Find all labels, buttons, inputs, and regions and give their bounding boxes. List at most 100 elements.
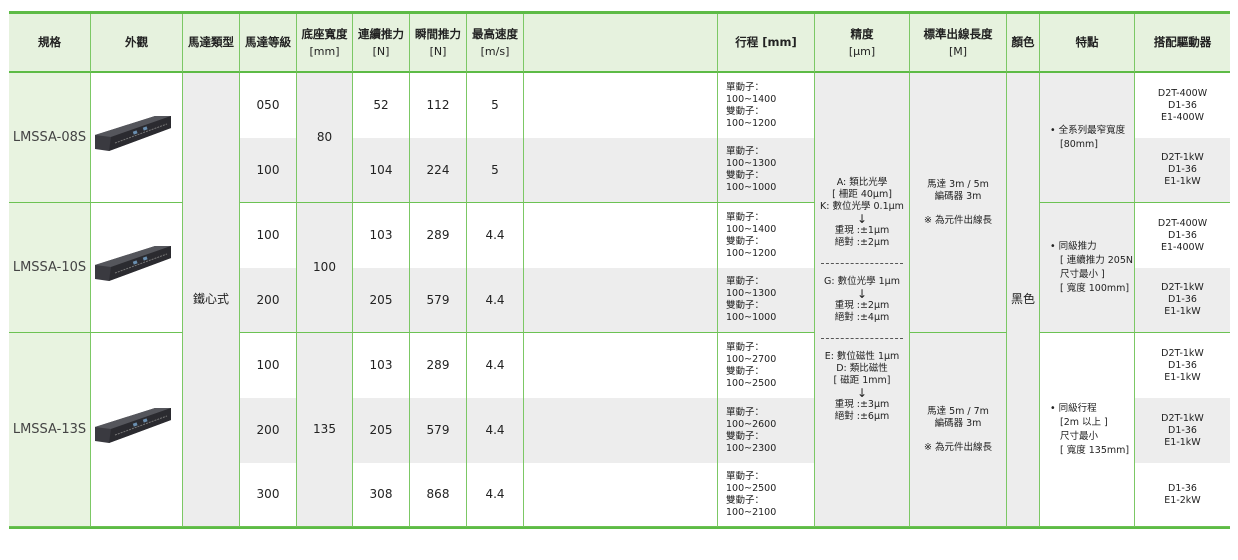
- header-cell: 馬達等級: [240, 14, 297, 73]
- stroke-cell: 單動子：100~1400 雙動子：100~1200: [718, 203, 815, 268]
- peak-force-cell: 224: [410, 138, 467, 203]
- peak-force-cell: 289: [410, 203, 467, 268]
- stroke-range: 單動子：100~2600: [726, 406, 777, 430]
- header-cell: 標準出線長度 [M]: [910, 14, 1007, 73]
- arrow-down-icon: ↓: [856, 385, 868, 400]
- feature-line: [2m 以上 ]: [1060, 416, 1108, 428]
- max-speed-cell: 4.4: [467, 463, 524, 527]
- header-label: 精度: [850, 26, 874, 41]
- motor-grade-cell: 200: [240, 268, 297, 333]
- precision-line: D: 類比磁性: [836, 362, 888, 374]
- continuous-force-cell: 205: [353, 268, 410, 333]
- stroke-range: 雙動子：100~1000: [726, 300, 777, 323]
- blank-cell: [524, 398, 718, 463]
- header-unit: [m/s]: [480, 44, 510, 58]
- driver-model: D2T-400W: [1157, 217, 1208, 229]
- continuous-force: 103: [369, 228, 393, 242]
- continuous-force: 103: [369, 358, 393, 372]
- stroke-range: 雙動子：100~1200: [726, 105, 777, 129]
- driver-model: E1-1kW: [1164, 306, 1201, 317]
- continuous-force-cell: 52: [353, 73, 410, 138]
- peak-force-cell: 868: [410, 463, 467, 527]
- header-cell: 外觀: [91, 14, 183, 73]
- product-image-cell: [91, 333, 183, 527]
- driver-model: D2T-1kW: [1161, 152, 1204, 163]
- motor-grade-cell: 200: [240, 398, 297, 463]
- motor-type: 鐵心式: [192, 292, 229, 306]
- peak-force: 289: [426, 228, 450, 242]
- continuous-force: 52: [373, 98, 389, 112]
- motor-grade-cell: 300: [240, 463, 297, 527]
- continuous-force: 205: [369, 423, 393, 437]
- feature-line: 尺寸最小: [1060, 430, 1099, 442]
- driver-model: D1-36: [1168, 424, 1197, 436]
- feature-line: [ 寬度 100mm]: [1060, 282, 1130, 294]
- stroke-range: 單動子：100~1400: [726, 81, 777, 105]
- feature-line: 尺寸最小 ]: [1060, 268, 1105, 280]
- product-image-cell: [91, 73, 183, 203]
- stroke-range: 單動子：100~1300: [726, 276, 777, 299]
- header-label: 馬達等級: [245, 35, 291, 49]
- product-image-cell: [91, 203, 183, 333]
- max-speed-cell: 5: [467, 138, 524, 203]
- spec-table: 規格 外觀 馬達類型 馬達等級 底座寬度 [mm] 連續推力 [N] 瞬間推力 [N] 最高速度 [m…: [9, 11, 1230, 529]
- motor-grade: 100: [256, 228, 280, 242]
- peak-force-cell: 579: [410, 398, 467, 463]
- feature-line: • 全系列最窄寬度: [1050, 124, 1126, 136]
- header-cell: 底座寬度 [mm]: [297, 14, 353, 73]
- header-cell: 顏色: [1007, 14, 1040, 73]
- header-cell: 連續推力 [N]: [353, 14, 410, 73]
- stroke-range: 單動子：100~1300: [726, 146, 777, 169]
- precision-line: 重現 :±1μm: [834, 224, 890, 236]
- driver-cell: D2T-400W D1-36 E1-400W: [1135, 73, 1230, 138]
- feature-cell: • 同級推力 [ 連續推力 205N 尺寸最小 ] [ 寬度 100mm]: [1040, 203, 1135, 333]
- dashed-divider: [821, 337, 903, 339]
- precision-line: A: 類比光學: [836, 176, 888, 188]
- header-label: 顏色: [1011, 35, 1035, 49]
- stroke-range: 單動子：100~1400: [726, 211, 777, 235]
- driver-model: E1-400W: [1160, 241, 1204, 253]
- continuous-force-cell: 104: [353, 138, 410, 203]
- model-name: LMSSA-10S: [12, 260, 87, 275]
- max-speed: 4.4: [485, 228, 505, 242]
- continuous-force: 308: [369, 487, 393, 501]
- header-cell: [524, 14, 718, 73]
- max-speed-cell: 4.4: [467, 203, 524, 268]
- blank-cell: [524, 463, 718, 527]
- driver-cell: D2T-400W D1-36 E1-400W: [1135, 203, 1230, 268]
- driver-model: E1-1kW: [1164, 371, 1201, 383]
- color-cell: 黑色: [1007, 73, 1040, 527]
- header-label: 瞬間推力: [415, 26, 461, 41]
- arrow-down-icon: ↓: [856, 286, 868, 301]
- driver-model: D1-36: [1168, 164, 1197, 175]
- header-label: 標準出線長度: [923, 26, 993, 41]
- header-cell: 精度 [μm]: [815, 14, 910, 73]
- header-unit: [N]: [429, 44, 447, 58]
- stroke-range: 雙動子：100~1200: [726, 235, 777, 259]
- precision-line: E: 數位磁性 1μm: [824, 350, 900, 362]
- cable-length-cell: 馬達 3m / 5m 編碼器 3m ※ 為元件出線長: [910, 73, 1007, 333]
- driver-model: D2T-1kW: [1161, 282, 1204, 293]
- continuous-force-cell: 308: [353, 463, 410, 527]
- driver-cell: D2T-1kW D1-36 E1-1kW: [1135, 268, 1230, 333]
- max-speed-cell: 4.4: [467, 398, 524, 463]
- stroke-cell: 單動子：100~2600 雙動子：100~2300: [718, 398, 815, 463]
- cable-line: 編碼器 3m: [934, 417, 982, 429]
- max-speed: 4.4: [485, 358, 505, 372]
- header-label: 特點: [1075, 35, 1099, 49]
- driver-cell: D2T-1kW D1-36 E1-1kW: [1135, 138, 1230, 203]
- header-label: 規格: [38, 35, 61, 49]
- motor-grade-cell: 100: [240, 138, 297, 203]
- peak-force-cell: 112: [410, 73, 467, 138]
- motor-grade-cell: 050: [240, 73, 297, 138]
- driver-model: E1-2kW: [1164, 494, 1201, 506]
- header-label: 馬達類型: [188, 35, 234, 49]
- model-cell: LMSSA-13S: [9, 333, 91, 527]
- driver-model: D2T-1kW: [1161, 347, 1204, 359]
- driver-cell: D1-36 E1-2kW: [1135, 463, 1230, 527]
- stroke-range: 雙動子：100~2100: [726, 494, 777, 518]
- arrow-down-icon: ↓: [856, 211, 868, 226]
- motor-grade: 300: [256, 487, 280, 501]
- max-speed-cell: 4.4: [467, 333, 524, 398]
- driver-cell: D2T-1kW D1-36 E1-1kW: [1135, 333, 1230, 398]
